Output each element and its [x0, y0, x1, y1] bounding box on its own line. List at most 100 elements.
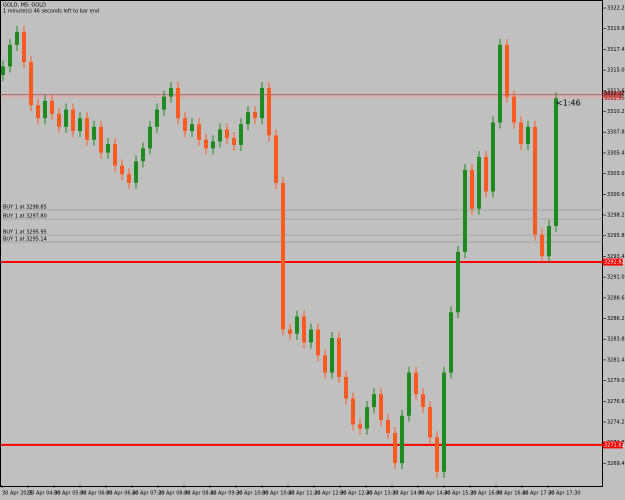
x-tick-label: 30 Apr 10:00: [236, 491, 269, 497]
candle-body: [498, 44, 502, 123]
candle-body: [120, 165, 124, 175]
candle-body: [148, 126, 152, 149]
candle-body: [169, 87, 173, 97]
candle-body: [442, 372, 446, 472]
x-tick-label: 30 Apr 14:40: [418, 491, 451, 497]
y-tick-label: 3291.07: [607, 275, 625, 281]
x-tick-label: 30 Apr 08:40: [184, 491, 217, 497]
candle-body: [36, 105, 40, 119]
candle-body: [365, 407, 369, 429]
y-tick-label: 3315.07: [607, 68, 625, 74]
y-tick-label: 3293.47: [607, 254, 625, 260]
candle-body: [267, 87, 271, 136]
candle-body: [246, 112, 250, 125]
candle-body: [253, 112, 257, 119]
y-tick-label: 3305.47: [607, 150, 625, 156]
candle-body: [414, 372, 418, 395]
candle-body: [218, 129, 222, 142]
candle-body: [92, 126, 96, 140]
x-tick-label: 30 Apr 06:40: [106, 491, 139, 497]
candle-body: [512, 96, 516, 123]
candle-body: [337, 338, 341, 377]
x-tick-label: 30 Apr 14:00: [392, 491, 425, 497]
y-tick-label: 3300.67: [607, 192, 625, 198]
x-tick-label: 30 Apr 2025: [2, 491, 33, 497]
y-tick-label: 3281.47: [607, 357, 625, 363]
candle-body: [421, 394, 425, 408]
candle-body: [85, 118, 89, 140]
candle-body: [260, 87, 264, 119]
y-tick-label: 3286.27: [607, 316, 625, 322]
candle-body: [281, 182, 285, 330]
y-tick-label: 3269.47: [607, 461, 625, 467]
level-tag: [603, 441, 623, 449]
candle-body: [43, 100, 47, 119]
y-tick-label: 3274.27: [607, 420, 625, 426]
x-tick-label: 30 Apr 17:20: [522, 491, 555, 497]
candle-body: [78, 118, 82, 132]
candle-body: [477, 156, 481, 209]
candle-body: [295, 316, 299, 334]
candle-body: [463, 169, 467, 252]
candle-body: [519, 122, 523, 145]
ask-label: 3312.22: [604, 91, 625, 97]
candle-body: [351, 398, 355, 425]
candle-body: [155, 109, 159, 127]
candle-body: [491, 122, 495, 192]
candle-body: [372, 394, 376, 408]
x-tick-label: 30 Apr 04:00: [28, 491, 61, 497]
candle-body: [211, 141, 215, 149]
plot-frame: [0, 0, 603, 487]
x-tick-label: 30 Apr 07:20: [132, 491, 165, 497]
order-label: BUY 1 at 3295.14: [3, 237, 47, 243]
candle-body: [435, 437, 439, 472]
candle-body: [302, 316, 306, 343]
y-tick-label: 3279.07: [607, 378, 625, 384]
candle-body: [204, 139, 208, 149]
x-tick-label: 30 Apr 13:20: [366, 491, 399, 497]
y-tick-label: 3295.87: [607, 233, 625, 239]
candle-body: [386, 420, 390, 433]
candle-body: [141, 148, 145, 162]
candle-body: [330, 338, 334, 373]
y-tick-label: 3307.87: [607, 130, 625, 136]
x-tick-label: 30 Apr 11:20: [288, 491, 321, 497]
candle-body: [127, 174, 131, 183]
y-tick-label: 3317.47: [607, 47, 625, 53]
x-tick-label: 30 Apr 06:00: [80, 491, 113, 497]
order-label: BUY 1 at 3297.80: [3, 214, 47, 220]
candle-body: [393, 432, 397, 464]
ask-tag: [603, 91, 623, 98]
candle-body: [232, 138, 236, 145]
candle-body: [407, 372, 411, 416]
candle-body: [1, 66, 5, 76]
candle-body: [274, 135, 278, 183]
order-label: BUY 1 at 3298.85: [3, 205, 47, 211]
chart-subtitle: 1 minute(s) 46 seconds left to bar end: [3, 9, 99, 15]
candle-body: [22, 31, 26, 63]
candle-body: [309, 329, 313, 343]
y-tick-label: 3288.67: [607, 295, 625, 301]
candle-body: [183, 118, 187, 132]
x-tick-label: 30 Apr 05:00: [54, 491, 87, 497]
candle-body: [358, 424, 362, 429]
candle-body: [15, 31, 19, 45]
order-label: BUY 1 at 3295.95: [3, 230, 47, 236]
candle-body: [547, 225, 551, 257]
candle-body: [400, 415, 404, 464]
candle-body: [449, 312, 453, 373]
candle-body: [456, 251, 460, 313]
y-tick-label: 3283.87: [607, 337, 625, 343]
candle-body: [8, 44, 12, 67]
candle-body: [533, 126, 537, 235]
candle-body: [29, 62, 33, 106]
x-tick-label: 30 Apr 12:40: [340, 491, 373, 497]
y-tick-label: 3310.27: [607, 109, 625, 115]
candle-body: [484, 156, 488, 192]
level-tag: [603, 258, 623, 266]
candle-body: [526, 126, 530, 145]
candle-body: [99, 126, 103, 153]
candle-body: [71, 109, 75, 132]
x-tick-label: 30 Apr 09:20: [210, 491, 243, 497]
